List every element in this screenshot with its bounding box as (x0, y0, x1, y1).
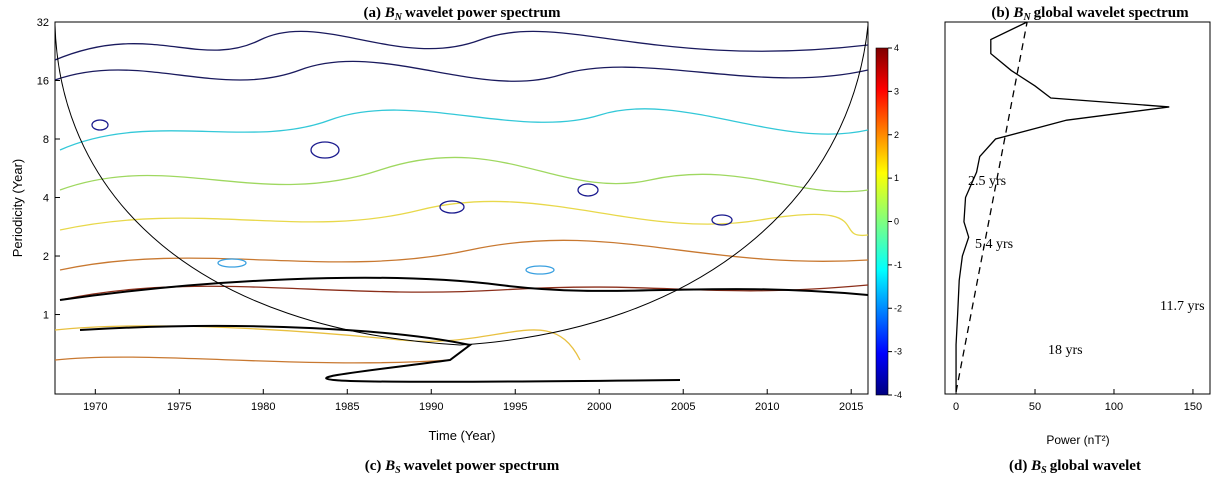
x-tick-label: 150 (1184, 401, 1202, 413)
colorbar-tick-label: 4 (894, 43, 899, 53)
caption-sub: S (1041, 465, 1047, 476)
caption-text: wavelet power spectrum (404, 458, 560, 474)
x-tick-label: 2000 (587, 401, 611, 413)
plot-frame (55, 22, 868, 394)
x-tick-label: 2005 (671, 401, 695, 413)
caption-label: (d) (1009, 458, 1027, 474)
x-tick-label: 100 (1105, 401, 1123, 413)
annotation: 2.5 yrs (968, 174, 1006, 189)
caption-label: (c) (365, 458, 382, 474)
x-tick-label: 1970 (83, 401, 107, 413)
y-axis-label: Periodicity (Year) (10, 159, 25, 258)
x-tick-label: 0 (953, 401, 959, 413)
plot-frame (945, 22, 1210, 394)
colorbar-tick-label: 3 (894, 86, 899, 96)
colorbar-tick-label: -3 (894, 347, 902, 357)
x-tick-label: 1980 (251, 401, 275, 413)
y-tick-label: 8 (43, 134, 49, 146)
figure: (a) BNwavelet power spectrum197019751980… (0, 0, 1225, 478)
colorbar-tick-label: -4 (894, 390, 902, 400)
caption-text: global wavelet (1050, 458, 1141, 474)
caption-text: global wavelet spectrum (1034, 5, 1189, 21)
annotation: 5.4 yrs (975, 237, 1013, 252)
x-tick-label: 50 (1029, 401, 1041, 413)
colorbar-tick-label: 2 (894, 130, 899, 140)
x-tick-label: 1985 (335, 401, 359, 413)
y-tick-label: 16 (37, 76, 49, 88)
caption-label: (b) (991, 5, 1009, 21)
colorbar (876, 48, 888, 395)
x-tick-label: 1975 (167, 401, 191, 413)
annotation: 11.7 yrs (1160, 299, 1205, 314)
caption-sub: N (394, 12, 403, 23)
x-axis-label: Power (nT²) (1046, 433, 1109, 447)
colorbar-tick-label: 1 (894, 173, 899, 183)
x-axis-label: Time (Year) (429, 428, 496, 443)
y-tick-label: 2 (43, 251, 49, 263)
x-tick-label: 2015 (839, 401, 863, 413)
caption-label: (a) (363, 5, 381, 21)
annotation: 18 yrs (1048, 343, 1083, 358)
caption-sub: S (395, 465, 401, 476)
caption-sub: N (1022, 12, 1031, 23)
caption-text: wavelet power spectrum (405, 5, 561, 21)
x-tick-label: 1990 (419, 401, 443, 413)
caption-symbol: B (384, 5, 395, 21)
x-tick-label: 1995 (503, 401, 527, 413)
caption-symbol: B (1030, 458, 1041, 474)
y-tick-label: 1 (43, 310, 49, 322)
caption-symbol: B (1012, 5, 1023, 21)
colorbar-tick-label: 0 (894, 217, 899, 227)
colorbar-tick-label: -2 (894, 303, 902, 313)
x-tick-label: 2010 (755, 401, 779, 413)
colorbar-tick-label: -1 (894, 260, 902, 270)
y-tick-label: 32 (37, 17, 49, 29)
caption-symbol: B (384, 458, 395, 474)
y-tick-label: 4 (43, 193, 49, 205)
